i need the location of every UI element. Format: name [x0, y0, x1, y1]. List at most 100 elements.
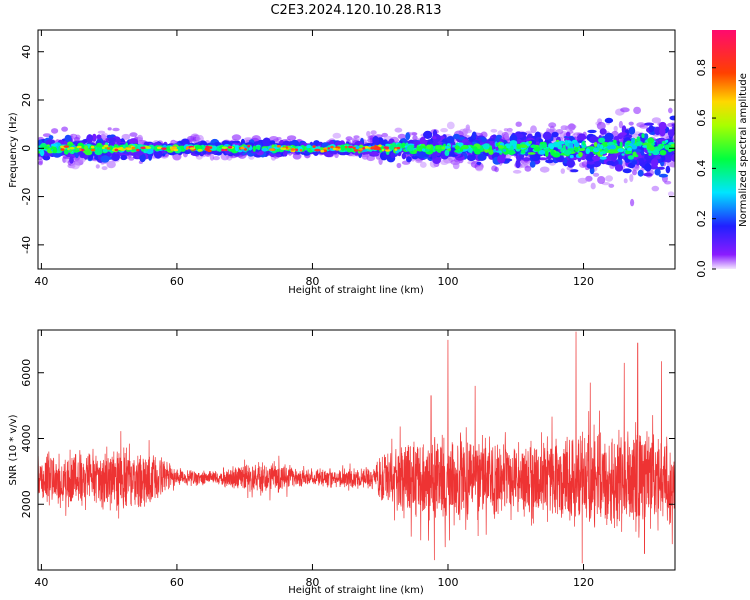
spectrogram-halo-cell: [332, 132, 342, 139]
spectrogram-cell: [401, 152, 407, 160]
spectrogram-frame: [37, 29, 676, 270]
spectrogram-peak-cell: [381, 148, 385, 152]
spectrogram-halo-cell: [593, 172, 600, 177]
spectrogram-core-cell: [38, 146, 41, 152]
spectrogram-xlabel: Height of straight line (km): [288, 285, 424, 296]
spectrogram-halo-cell: [38, 158, 44, 165]
spectrogram-core-cell: [574, 142, 580, 148]
snr-x-tick-label: 40: [34, 576, 48, 589]
spectrogram-cell: [64, 134, 72, 143]
spectrogram-cell: [637, 169, 644, 177]
spectrogram-cell: [622, 168, 632, 174]
spectrogram-halo-cell: [620, 107, 630, 113]
spectrogram-core-cell: [632, 144, 636, 150]
spectrogram-halo-cell: [632, 169, 637, 176]
spectrogram-core-cell: [598, 137, 606, 143]
spectrogram-cell: [120, 154, 128, 161]
spectrogram-peak-cell: [320, 149, 325, 153]
spectrogram-core-cell: [261, 147, 268, 152]
spectrogram-halo-cell: [419, 161, 427, 168]
spectrogram-halo-cell: [452, 162, 460, 170]
spectrogram-peak-cell: [374, 144, 377, 148]
spectrogram-cell: [406, 156, 412, 163]
spectrogram-core-cell: [493, 148, 497, 153]
spectrogram-core-cell: [510, 145, 514, 151]
spectrogram-cell: [371, 151, 379, 156]
spectrogram-cell: [476, 161, 482, 165]
spectrogram-halo-cell: [539, 166, 550, 173]
spectrogram-core-cell: [125, 142, 129, 149]
spectrogram-peak-cell: [385, 147, 389, 150]
spectrogram-cell: [538, 138, 544, 143]
spectrogram-cell: [69, 156, 74, 164]
spectrogram-cell: [515, 159, 521, 169]
spectrogram-cell: [671, 125, 675, 130]
spectrogram-halo-cell: [397, 133, 407, 140]
spectrogram-halo-cell: [101, 132, 109, 139]
spectrogram-core-cell: [527, 152, 536, 155]
spectrogram-cell: [522, 157, 531, 162]
spectrogram-core-cell: [84, 145, 89, 151]
spectrogram-cell: [633, 148, 642, 153]
spectrogram-peak-cell: [330, 145, 334, 149]
spectrogram-halo-cell: [107, 127, 112, 131]
spectrogram-core-cell: [632, 151, 637, 157]
spectrogram-peak-cell: [106, 147, 111, 150]
spectrogram-peak-cell: [348, 145, 354, 149]
spectrogram-peak-cell: [161, 147, 167, 150]
colorbar-gradient: [712, 30, 736, 269]
spectrogram-halo-cell: [128, 156, 135, 161]
spectrogram-cell: [42, 154, 51, 161]
spectrogram-cell: [665, 165, 671, 174]
spectrogram-halo-cell: [636, 122, 646, 128]
snr-xlabel: Height of straight line (km): [288, 585, 424, 596]
spectrogram-cell: [496, 134, 502, 139]
spectrogram-peak-cell: [227, 146, 233, 149]
spectrogram-core-cell: [63, 149, 69, 155]
spectrogram-x-tick-label: 60: [170, 275, 184, 288]
spectrogram-halo-cell: [651, 185, 660, 192]
spectrogram-cell: [604, 132, 614, 141]
spectrogram-peak-cell: [364, 146, 369, 149]
spectrogram-core-cell: [641, 133, 645, 139]
spectrogram-core-cell: [528, 140, 532, 144]
snr-ticks: 40 60 80 100 120 2000 4000 6000: [20, 330, 675, 589]
spectrogram-core-cell: [625, 142, 631, 146]
spectrogram-core-cell: [619, 141, 623, 148]
colorbar-tick-label: 0.0: [695, 260, 708, 278]
snr-x-tick-label: 120: [573, 576, 594, 589]
spectrogram-halo-cell: [623, 178, 628, 184]
spectrogram-halo-cell: [667, 191, 675, 197]
spectrogram-cell: [654, 168, 661, 176]
spectrogram-core-cell: [670, 143, 675, 147]
spectrogram-core-cell: [627, 147, 632, 152]
spectrogram-cell: [658, 121, 667, 131]
spectrogram-peak-cell: [208, 146, 213, 149]
spectrogram-cell: [423, 130, 433, 139]
spectrogram-core-cell: [43, 146, 50, 150]
spectrogram-halo-cell: [61, 126, 68, 132]
spectrogram-core-cell: [631, 137, 635, 144]
spectrogram-cell: [538, 157, 548, 161]
snr-ylabel: SNR (10 * v/v): [8, 414, 19, 485]
spectrogram-core-cell: [84, 150, 93, 156]
spectrogram-halo-cell: [394, 127, 403, 133]
spectrogram-peak-cell: [81, 148, 85, 152]
spectrogram-x-tick-label: 80: [305, 275, 319, 288]
spectrogram-halo-cell: [548, 122, 557, 128]
spectrogram-halo-cell: [596, 121, 606, 130]
spectrogram-core-cell: [252, 145, 256, 152]
spectrogram-halo-cell: [506, 127, 513, 132]
spectrogram-cell: [644, 122, 655, 126]
spectrogram-cell: [111, 152, 121, 162]
spectrogram-peak-cell: [352, 146, 356, 150]
spectrogram-halo-cell: [564, 125, 570, 131]
spectrogram-cell: [599, 128, 607, 135]
spectrogram-peak-cell: [103, 144, 109, 148]
spectrogram-core-cell: [516, 143, 521, 150]
spectrogram-core-cell: [502, 149, 507, 152]
spectrogram-core-cell: [441, 146, 446, 150]
spectrogram-halo-cell: [95, 164, 100, 169]
spectrogram-cell: [542, 131, 552, 140]
spectrogram-cell: [529, 160, 536, 168]
